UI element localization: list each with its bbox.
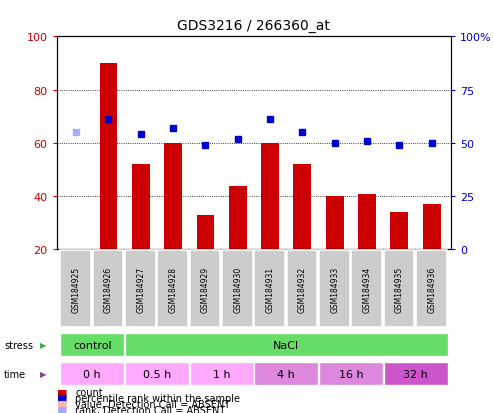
Bar — [125, 251, 156, 328]
Text: ▶: ▶ — [40, 369, 47, 378]
Text: 1 h: 1 h — [213, 369, 230, 379]
Bar — [351, 251, 382, 328]
Text: control: control — [73, 340, 111, 350]
Text: GSM184925: GSM184925 — [71, 266, 80, 312]
Text: ■: ■ — [57, 405, 67, 413]
Text: GSM184935: GSM184935 — [395, 266, 404, 312]
Text: 4 h: 4 h — [278, 369, 295, 379]
Text: 0 h: 0 h — [83, 369, 101, 379]
Text: GSM184931: GSM184931 — [266, 266, 275, 312]
Text: GSM184932: GSM184932 — [298, 266, 307, 312]
Text: 0.5 h: 0.5 h — [143, 369, 171, 379]
Bar — [286, 251, 317, 328]
Text: NaCl: NaCl — [273, 340, 299, 350]
Bar — [125, 333, 448, 356]
Bar — [157, 251, 188, 328]
Bar — [254, 251, 285, 328]
Bar — [416, 251, 447, 328]
Bar — [190, 251, 220, 328]
Title: GDS3216 / 266360_at: GDS3216 / 266360_at — [177, 19, 330, 33]
Bar — [423, 205, 441, 250]
Bar — [261, 144, 279, 250]
Text: ■: ■ — [57, 399, 67, 409]
Text: GSM184930: GSM184930 — [233, 266, 242, 312]
Text: percentile rank within the sample: percentile rank within the sample — [75, 393, 241, 403]
Text: 16 h: 16 h — [339, 369, 363, 379]
Text: GSM184929: GSM184929 — [201, 266, 210, 312]
Bar — [229, 186, 246, 250]
Bar — [100, 64, 117, 250]
Bar — [319, 251, 350, 328]
Text: GSM184926: GSM184926 — [104, 266, 113, 312]
Text: GSM184936: GSM184936 — [427, 266, 436, 312]
Text: rank, Detection Call = ABSENT: rank, Detection Call = ABSENT — [75, 405, 226, 413]
Text: 32 h: 32 h — [403, 369, 428, 379]
Bar — [164, 144, 182, 250]
Text: time: time — [4, 369, 26, 379]
Text: GSM184933: GSM184933 — [330, 266, 339, 312]
Bar — [384, 362, 448, 385]
Text: stress: stress — [4, 340, 33, 350]
Bar — [60, 251, 91, 328]
Bar — [390, 213, 408, 250]
Bar — [132, 165, 150, 250]
Text: count: count — [75, 387, 103, 397]
Text: GSM184934: GSM184934 — [362, 266, 372, 312]
Text: GSM184927: GSM184927 — [136, 266, 145, 312]
Bar — [254, 362, 318, 385]
Bar — [326, 197, 344, 250]
Bar — [93, 251, 123, 328]
Bar — [190, 362, 253, 385]
Bar — [60, 333, 124, 356]
Bar — [125, 362, 189, 385]
Bar — [358, 194, 376, 250]
Text: ■: ■ — [57, 387, 67, 397]
Bar — [319, 362, 383, 385]
Text: ■: ■ — [57, 393, 67, 403]
Bar — [197, 215, 214, 250]
Text: GSM184928: GSM184928 — [169, 266, 177, 312]
Bar — [384, 251, 414, 328]
Bar — [222, 251, 252, 328]
Bar — [293, 165, 311, 250]
Text: ▶: ▶ — [40, 340, 47, 349]
Bar — [60, 362, 124, 385]
Text: value, Detection Call = ABSENT: value, Detection Call = ABSENT — [75, 399, 231, 409]
